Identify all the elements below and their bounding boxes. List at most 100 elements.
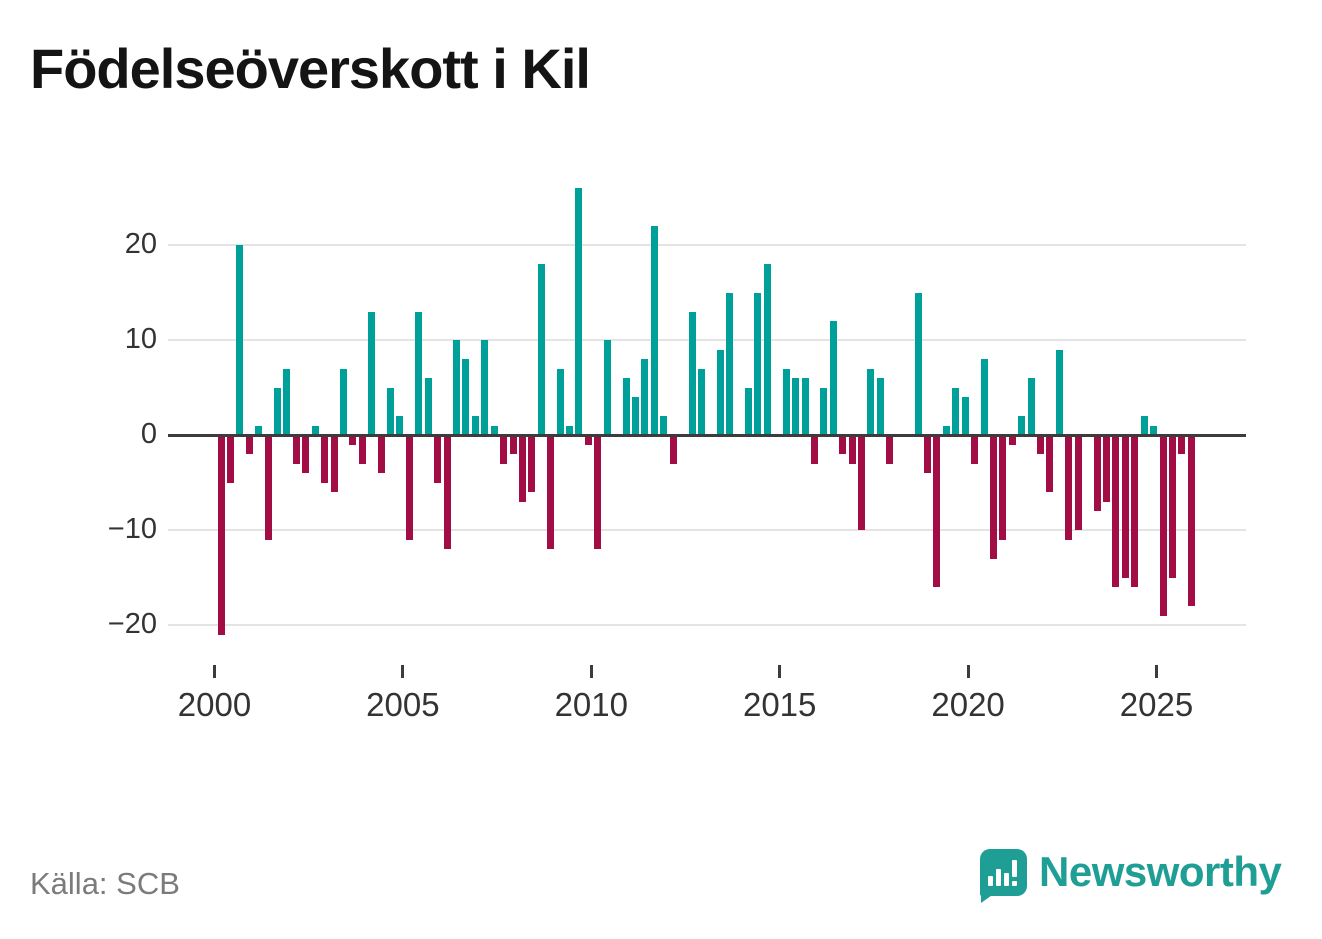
x-axis-tick (401, 665, 405, 678)
bar-negative (1131, 435, 1139, 587)
bar-negative (1037, 435, 1045, 454)
bar-negative (292, 435, 300, 464)
bar-positive (763, 264, 771, 435)
bar-positive (387, 387, 395, 435)
bar-negative (1159, 435, 1167, 616)
bar-positive (829, 321, 837, 435)
bar-negative (1112, 435, 1120, 587)
bar-positive (575, 188, 583, 435)
bar-negative (1008, 435, 1016, 445)
newsworthy-logo: Newsworthy (980, 846, 1282, 903)
bar-positive (481, 340, 489, 435)
bar-negative (509, 435, 517, 454)
newsworthy-wordmark: Newsworthy (1039, 848, 1282, 895)
bar-positive (453, 340, 460, 435)
x-axis-tick-label: 2005 (366, 686, 440, 723)
bar-negative (528, 435, 536, 492)
bar-negative (1168, 435, 1176, 578)
bar-negative (810, 435, 818, 464)
bar-negative (669, 435, 677, 464)
bar-positive (1018, 416, 1026, 435)
bar-negative (971, 435, 979, 464)
bar-positive (942, 425, 950, 435)
logo-bar-icon (996, 868, 1001, 886)
x-axis-tick (213, 665, 216, 678)
bar-positive (792, 378, 800, 435)
bar-positive (1140, 416, 1148, 435)
bar-negative (1074, 435, 1082, 530)
bar-positive (274, 387, 282, 435)
x-axis-tick (1155, 665, 1158, 678)
bar-positive (867, 368, 875, 435)
x-axis-tick-label: 2010 (554, 686, 628, 723)
x-axis-zero-line (168, 433, 1246, 437)
bar-negative (848, 435, 856, 464)
bar-positive (566, 425, 574, 435)
bar-positive (754, 292, 762, 435)
bar-positive (820, 387, 828, 435)
bar-negative (443, 435, 451, 549)
bar-positive (283, 368, 291, 435)
bar-negative (330, 435, 338, 492)
bar-negative (1093, 435, 1101, 511)
x-axis-tick-label: 2020 (931, 686, 1005, 723)
bar-positive (1150, 425, 1158, 435)
bar-negative (594, 435, 602, 549)
bar-positive (1027, 378, 1035, 435)
bar-negative (1187, 435, 1195, 606)
bar-positive (1055, 349, 1063, 435)
bar-positive (688, 311, 696, 435)
bar-positive (697, 368, 705, 435)
bar-negative (217, 435, 225, 635)
bar-negative (245, 435, 253, 454)
y-axis-tick-label: −10 (107, 513, 157, 545)
bar-negative (226, 435, 234, 483)
bar-negative (1065, 435, 1073, 540)
bar-negative (349, 435, 357, 445)
bar-negative (500, 435, 508, 464)
bar-positive (650, 226, 658, 435)
bar-positive (782, 368, 790, 435)
newsworthy-logo-icon (980, 848, 1027, 903)
y-axis-tick-label: −20 (107, 608, 157, 640)
y-axis-tick-label: 20 (124, 228, 157, 260)
bar-positive (726, 292, 734, 435)
bar-negative (933, 435, 941, 587)
y-axis-tick-label: 10 (124, 323, 157, 355)
bar-negative (321, 435, 329, 483)
bar-negative (434, 435, 442, 483)
bar-positive (368, 311, 376, 435)
bar-positive (339, 368, 347, 435)
bar-positive (914, 292, 922, 435)
bar-negative (1046, 435, 1054, 492)
x-axis-tick (966, 665, 970, 678)
source-note: Källa: SCB (30, 866, 180, 901)
bar-negative (858, 435, 866, 530)
logo-exclamation-icon (1012, 859, 1017, 877)
y-gridline (168, 339, 1246, 341)
bar-negative (377, 435, 385, 473)
y-axis-tick-label: 0 (140, 418, 157, 450)
bar-positive (424, 378, 432, 435)
logo-bar-icon (1004, 872, 1009, 886)
x-axis-tick-label: 2000 (177, 686, 252, 723)
bar-negative (547, 435, 555, 549)
bar-positive (471, 416, 479, 435)
bar-positive (980, 359, 988, 435)
bar-negative (989, 435, 997, 559)
bar-negative (886, 435, 894, 464)
bar-negative (839, 435, 847, 454)
bar-positive (660, 416, 668, 435)
bar-positive (236, 245, 244, 435)
bar-positive (255, 425, 263, 435)
chart-title: Födelseöverskott i Kil (30, 37, 591, 100)
bar-positive (801, 378, 809, 435)
bar-negative (999, 435, 1007, 540)
bar-positive (415, 311, 423, 435)
bar-negative (1178, 435, 1186, 454)
bar-positive (622, 378, 630, 435)
y-gridline (168, 529, 1246, 531)
bar-positive (745, 387, 753, 435)
